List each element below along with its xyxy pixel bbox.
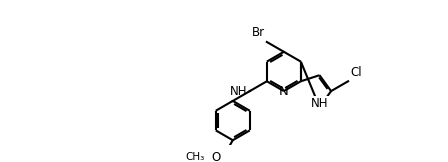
Text: CH₃: CH₃ [185,152,204,162]
Text: Cl: Cl [350,66,362,80]
Text: NH: NH [230,86,247,98]
Text: Br: Br [252,26,265,39]
Text: O: O [211,151,220,162]
Text: NH: NH [311,97,328,110]
Text: N: N [279,85,289,98]
